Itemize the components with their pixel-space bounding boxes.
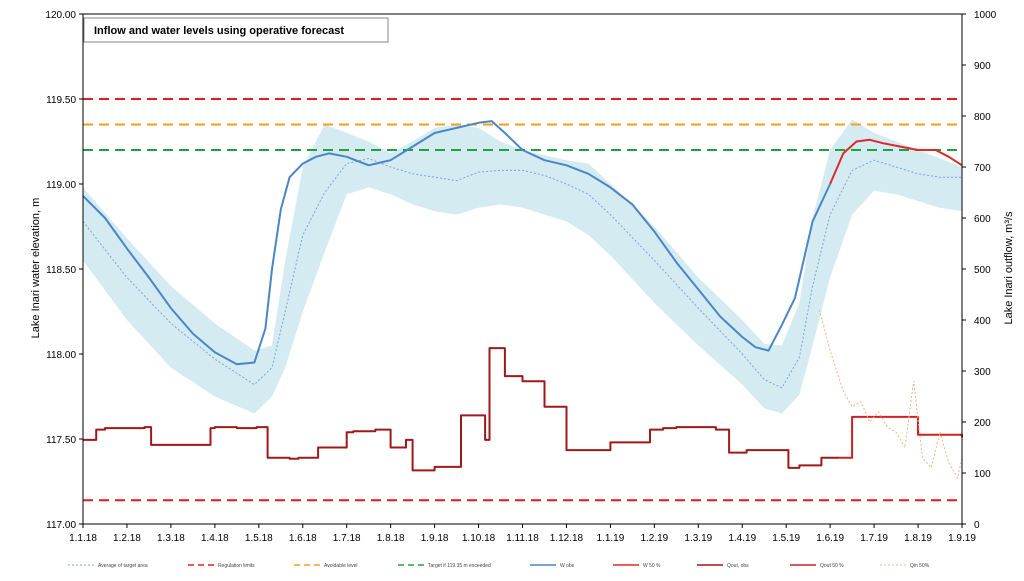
y2-tick-label: 200 [974,418,991,429]
y-tick-label: 120.00 [45,10,76,21]
x-tick-label: 1.2.18 [113,533,141,544]
y-tick-label: 117.00 [46,520,76,531]
x-tick-label: 1.6.19 [816,533,844,544]
x-tick-label: 1.1.18 [69,533,97,544]
axes-layer: 117.00 117.50 118.00 118.50 119.00 119.50 120.… [45,10,996,544]
series-qout-50 [838,415,963,459]
x-tick-label: 1.1.19 [596,533,624,544]
series-w-obs [82,120,832,366]
x-tick-label: 1.4.18 [201,533,229,544]
series-qout-obs [83,347,839,472]
y2-tick-label: 300 [974,367,991,378]
y2-tick-label: 800 [974,112,991,123]
x-tick-label: 1.3.19 [684,533,712,544]
y-tick-label: 118.00 [46,350,76,361]
x-tick-label: 1.4.19 [728,533,756,544]
x-tick-label: 1.8.19 [904,533,932,544]
x-tick-label: 1.6.18 [289,533,317,544]
x-tick-label: 1.7.18 [333,533,361,544]
x-tick-label: 1.11.18 [506,533,539,544]
x-tick-label: 1.7.19 [860,533,888,544]
legend-label: Target if 119.35 m exceeded [428,563,491,569]
legend: Average of target area Regulation limits A… [68,563,930,569]
y2-tick-label: 100 [974,469,991,480]
legend-label: Qout 50 % [820,563,844,569]
x-tick-label: 1.9.18 [421,533,449,544]
x-tick-label: 1.5.19 [772,533,800,544]
x-tick-label: 1.12.18 [550,533,584,544]
target-area-band [83,119,962,414]
y2-tick-label: 500 [974,265,991,276]
x-tick-label: 1.9.19 [948,533,976,544]
legend-label: Qout, obs [727,563,749,569]
x-tick-label: 1.10.18 [462,533,496,544]
y2-tick-label: 900 [974,61,991,72]
y-axis-title: Lake Inari water elevation, m [30,198,42,339]
x-tick-label: 1.3.18 [157,533,185,544]
y2-tick-label: 0 [974,520,980,531]
y-tick-label: 119.50 [46,95,76,106]
x-tick-label: 1.8.18 [377,533,405,544]
y-tick-label: 118.50 [46,265,76,276]
legend-label: W 50 % [643,563,661,569]
x-tick-label: 1.5.18 [245,533,273,544]
series-w-50 [829,138,963,185]
y-tick-label: 119.00 [46,180,76,191]
y2-axis-title: Lake Inari outflow, m³/s [1003,211,1015,325]
plot-layer [82,98,963,502]
title-layer: Inflow and water levels using operative … [83,17,389,43]
x-tick-label: 1.2.19 [640,533,668,544]
y2-tick-label: 600 [974,214,991,225]
legend-label: Average of target area [98,563,148,569]
legend-label: W obs [560,563,575,569]
y2-tick-label: 1000 [974,10,997,21]
legend-label: Qin 50% [910,563,930,569]
legend-label: Avoidable level [324,563,358,569]
legend-label: Regulation limits [218,563,255,569]
y-tick-label: 117.50 [46,435,76,446]
chart-title-box [83,17,389,43]
series-qin-50 [818,309,963,479]
y2-tick-label: 700 [974,163,991,174]
chart-title: Inflow and water levels using operative … [94,25,344,37]
y2-tick-label: 400 [974,316,991,327]
